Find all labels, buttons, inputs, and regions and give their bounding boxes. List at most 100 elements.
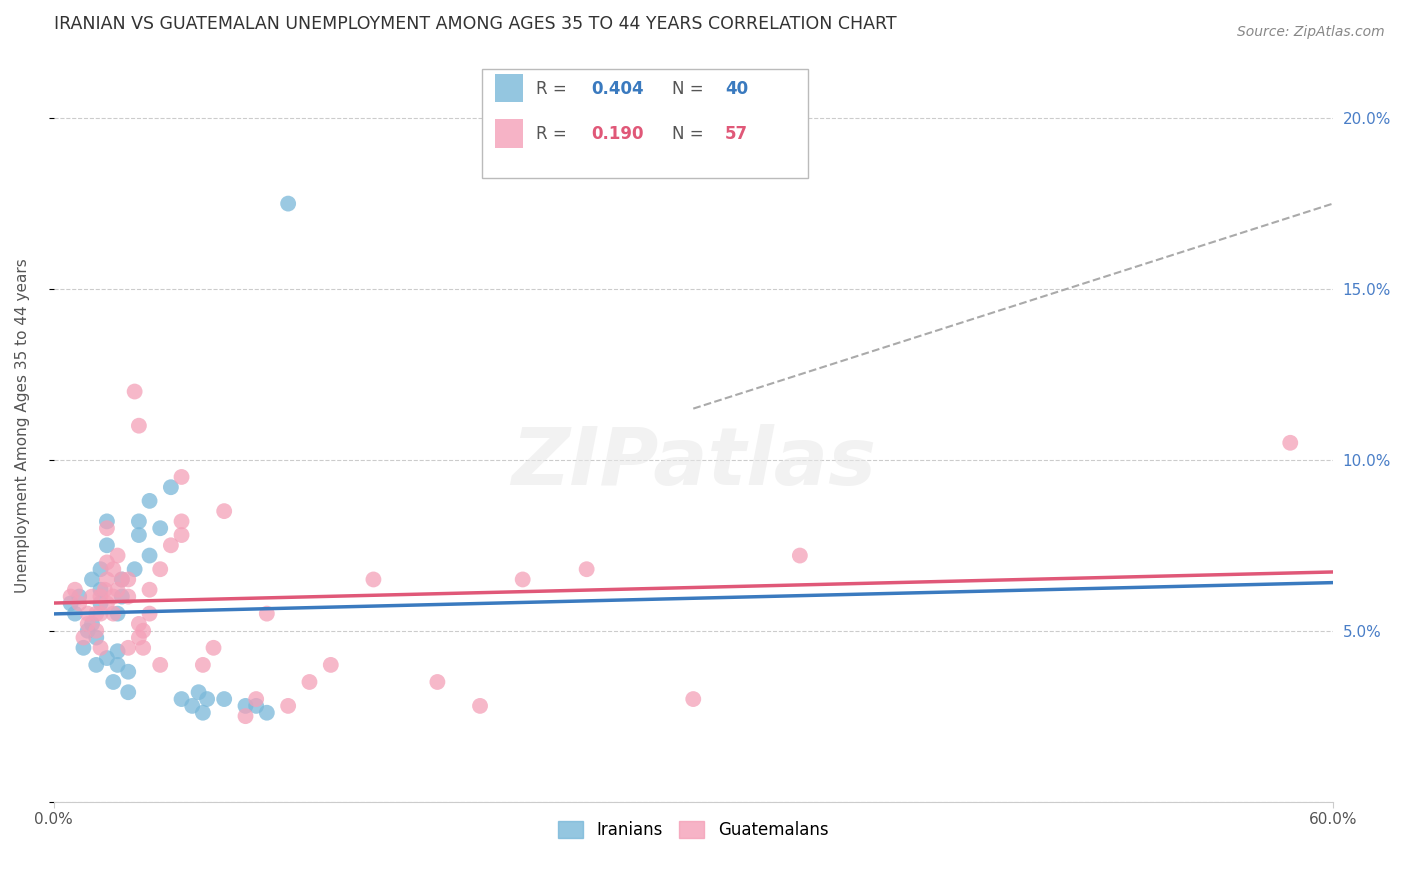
Point xyxy=(138,549,160,563)
Point xyxy=(117,573,139,587)
Point xyxy=(67,596,90,610)
Text: N =: N = xyxy=(672,80,709,98)
Point xyxy=(426,675,449,690)
Point xyxy=(89,590,111,604)
Point xyxy=(103,562,125,576)
Point xyxy=(94,582,117,597)
Point xyxy=(63,582,86,597)
Point xyxy=(96,555,118,569)
FancyBboxPatch shape xyxy=(482,69,808,178)
Point xyxy=(117,685,139,699)
Point xyxy=(96,538,118,552)
Text: 0.404: 0.404 xyxy=(591,80,644,98)
Point xyxy=(107,549,129,563)
Point xyxy=(212,504,235,518)
Point xyxy=(277,196,299,211)
Point xyxy=(107,582,129,597)
Point xyxy=(195,692,218,706)
Text: Source: ZipAtlas.com: Source: ZipAtlas.com xyxy=(1237,25,1385,39)
Text: R =: R = xyxy=(536,80,572,98)
Point xyxy=(72,631,94,645)
Point xyxy=(67,590,90,604)
Point xyxy=(149,562,172,576)
Text: 57: 57 xyxy=(725,125,748,143)
Bar xyxy=(495,119,523,147)
Point xyxy=(128,616,150,631)
Point xyxy=(89,562,111,576)
Text: R =: R = xyxy=(536,125,572,143)
Point xyxy=(187,685,209,699)
Point xyxy=(202,640,225,655)
Point xyxy=(160,538,183,552)
Point xyxy=(191,706,214,720)
Point xyxy=(117,590,139,604)
Point xyxy=(76,607,98,621)
Point xyxy=(235,709,257,723)
Point xyxy=(298,675,321,690)
Point xyxy=(80,590,103,604)
Point xyxy=(138,607,160,621)
Point xyxy=(128,528,150,542)
Point xyxy=(682,692,704,706)
Point xyxy=(80,573,103,587)
Point xyxy=(363,573,385,587)
Y-axis label: Unemployment Among Ages 35 to 44 years: Unemployment Among Ages 35 to 44 years xyxy=(15,259,30,593)
Point xyxy=(63,607,86,621)
Point xyxy=(84,607,107,621)
Point xyxy=(468,698,491,713)
Point xyxy=(191,657,214,672)
Point xyxy=(111,573,134,587)
Point xyxy=(107,657,129,672)
Text: 40: 40 xyxy=(725,80,748,98)
Text: 0.190: 0.190 xyxy=(591,125,644,143)
Point xyxy=(84,624,107,638)
Point xyxy=(103,675,125,690)
Point xyxy=(89,640,111,655)
Point xyxy=(575,562,598,576)
Point xyxy=(96,573,118,587)
Point xyxy=(132,624,155,638)
Point xyxy=(319,657,342,672)
Point xyxy=(149,521,172,535)
Point xyxy=(84,631,107,645)
Point xyxy=(117,665,139,679)
Text: IRANIAN VS GUATEMALAN UNEMPLOYMENT AMONG AGES 35 TO 44 YEARS CORRELATION CHART: IRANIAN VS GUATEMALAN UNEMPLOYMENT AMONG… xyxy=(53,15,896,33)
Point xyxy=(128,631,150,645)
Point xyxy=(103,590,125,604)
Point xyxy=(111,590,134,604)
Point xyxy=(103,607,125,621)
Point xyxy=(277,698,299,713)
Point xyxy=(111,573,134,587)
Point xyxy=(76,616,98,631)
Point xyxy=(96,596,118,610)
Text: N =: N = xyxy=(672,125,709,143)
Point xyxy=(1279,435,1302,450)
Point xyxy=(789,549,811,563)
Point xyxy=(245,698,267,713)
Point xyxy=(89,582,111,597)
Point xyxy=(160,480,183,494)
Point xyxy=(96,651,118,665)
Point xyxy=(72,640,94,655)
Point xyxy=(107,644,129,658)
Point xyxy=(59,590,82,604)
Point xyxy=(128,515,150,529)
Point xyxy=(96,521,118,535)
Bar xyxy=(495,74,523,103)
Point xyxy=(89,596,111,610)
Point xyxy=(170,692,193,706)
Point xyxy=(80,616,103,631)
Point xyxy=(256,706,278,720)
Point xyxy=(132,640,155,655)
Point xyxy=(59,596,82,610)
Point xyxy=(124,384,146,399)
Point xyxy=(138,494,160,508)
Point xyxy=(138,582,160,597)
Point xyxy=(212,692,235,706)
Point xyxy=(96,515,118,529)
Point xyxy=(117,640,139,655)
Point xyxy=(170,528,193,542)
Point xyxy=(170,515,193,529)
Point xyxy=(84,657,107,672)
Point xyxy=(89,607,111,621)
